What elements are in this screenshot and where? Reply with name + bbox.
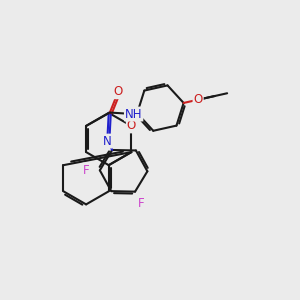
Text: F: F [83,164,90,176]
Text: O: O [127,119,136,132]
Text: F: F [138,197,145,210]
Text: O: O [114,85,123,98]
Text: O: O [194,93,203,106]
Text: N: N [103,135,112,148]
Text: NH: NH [125,107,142,121]
